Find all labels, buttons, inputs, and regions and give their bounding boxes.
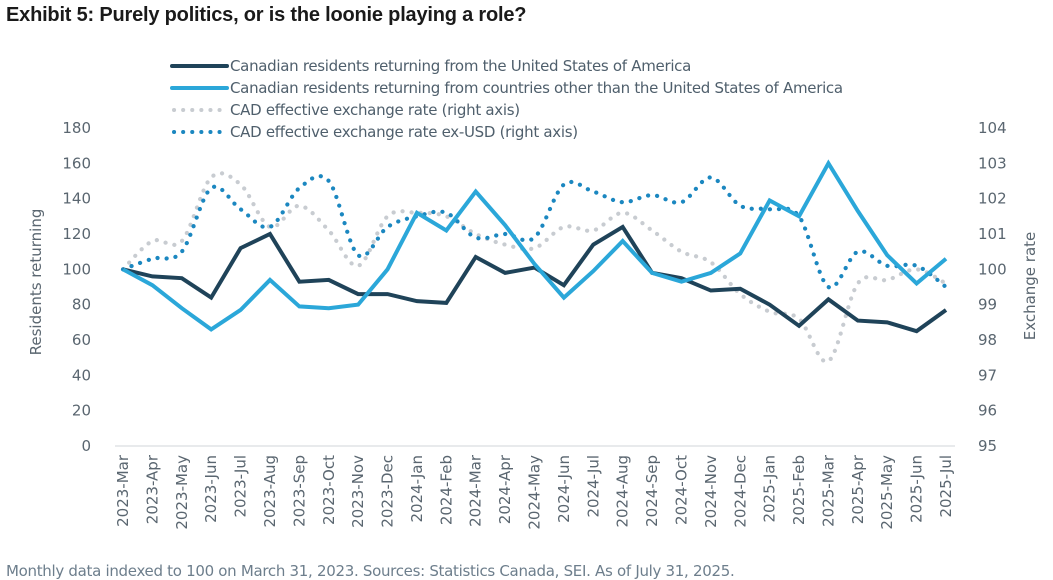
x-tick-label: 2024-Jan bbox=[408, 455, 426, 523]
chart-title: Exhibit 5: Purely politics, or is the lo… bbox=[6, 4, 527, 26]
x-tick-label: 2024-Sep bbox=[643, 455, 661, 527]
x-tick-label: 2024-Apr bbox=[496, 454, 514, 524]
left-tick-label: 180 bbox=[62, 119, 91, 137]
right-tick-label: 98 bbox=[978, 331, 997, 349]
x-tick-label: 2025-Feb bbox=[790, 455, 808, 525]
right-tick-label: 97 bbox=[978, 366, 997, 384]
line-chart: Canadian residents returning from the Un… bbox=[27, 57, 1039, 530]
chart-footnote: Monthly data indexed to 100 on March 31,… bbox=[6, 562, 735, 580]
x-tick-label: 2024-May bbox=[526, 455, 544, 530]
x-tick-label: 2024-Jul bbox=[584, 455, 602, 518]
x-tick-label: 2023-May bbox=[173, 455, 191, 530]
legend: Canadian residents returning from the Un… bbox=[170, 57, 843, 141]
left-tick-label: 20 bbox=[72, 402, 91, 420]
legend-label: Canadian residents returning from countr… bbox=[230, 79, 843, 97]
left-tick-label: 120 bbox=[62, 225, 91, 243]
left-axis: 0 20 40 60 80 100 120 140 160 180 bbox=[62, 119, 91, 455]
x-tick-label: 2025-Jan bbox=[761, 455, 779, 523]
right-tick-label: 99 bbox=[978, 296, 997, 314]
x-tick-label: 2025-Jul bbox=[937, 455, 955, 518]
left-tick-label: 40 bbox=[72, 366, 91, 384]
legend-label: CAD effective exchange rate (right axis) bbox=[230, 101, 520, 119]
series-line-2 bbox=[120, 171, 949, 364]
x-tick-label: 2024-Oct bbox=[672, 455, 690, 525]
right-tick-label: 103 bbox=[978, 154, 1007, 172]
x-tick-label: 2025-Mar bbox=[819, 454, 837, 527]
x-tick-label: 2023-Oct bbox=[320, 455, 338, 525]
x-tick-label: 2024-Aug bbox=[614, 455, 632, 528]
right-tick-label: 100 bbox=[978, 260, 1007, 278]
right-tick-label: 104 bbox=[978, 119, 1007, 137]
x-tick-label: 2023-Jul bbox=[232, 455, 250, 518]
left-axis-label: Residents returning bbox=[27, 209, 45, 356]
right-axis: 95 96 97 98 99 100 101 102 103 104 bbox=[978, 119, 1007, 455]
legend-label: CAD effective exchange rate ex-USD (righ… bbox=[230, 123, 578, 141]
series-group bbox=[120, 159, 949, 364]
right-tick-label: 96 bbox=[978, 402, 997, 420]
x-tick-label: 2023-Dec bbox=[379, 455, 397, 528]
x-axis: 2023-Mar 2023-Apr 2023-May 2023-Jun 2023-Jul… bbox=[114, 454, 955, 529]
x-tick-label: 2024-Jun bbox=[555, 455, 573, 523]
right-tick-label: 102 bbox=[978, 190, 1007, 208]
x-tick-label: 2025-May bbox=[878, 455, 896, 530]
right-tick-label: 95 bbox=[978, 437, 997, 455]
series-line-0 bbox=[122, 224, 948, 334]
x-tick-label: 2024-Nov bbox=[702, 455, 720, 528]
x-tick-label: 2025-Apr bbox=[849, 454, 867, 524]
x-tick-label: 2023-Jun bbox=[202, 455, 220, 523]
x-tick-label: 2023-Aug bbox=[261, 455, 279, 528]
series-line-1 bbox=[122, 159, 948, 332]
x-tick-label: 2024-Mar bbox=[467, 454, 485, 527]
left-tick-label: 0 bbox=[81, 437, 91, 455]
left-tick-label: 140 bbox=[62, 190, 91, 208]
left-tick-label: 80 bbox=[72, 296, 91, 314]
x-tick-label: 2025-Jun bbox=[908, 455, 926, 523]
right-axis-label: Exchange rate bbox=[1021, 232, 1039, 341]
left-tick-label: 60 bbox=[72, 331, 91, 349]
x-tick-label: 2023-Sep bbox=[290, 455, 308, 527]
right-tick-label: 101 bbox=[978, 225, 1007, 243]
x-tick-label: 2023-Apr bbox=[143, 454, 161, 524]
x-tick-label: 2024-Feb bbox=[437, 455, 455, 525]
x-tick-label: 2024-Dec bbox=[731, 455, 749, 528]
x-tick-label: 2023-Mar bbox=[114, 454, 132, 527]
legend-label: Canadian residents returning from the Un… bbox=[230, 57, 691, 75]
x-tick-label: 2023-Nov bbox=[349, 455, 367, 528]
series-line-3 bbox=[120, 174, 949, 290]
left-tick-label: 100 bbox=[62, 260, 91, 278]
left-tick-label: 160 bbox=[62, 154, 91, 172]
